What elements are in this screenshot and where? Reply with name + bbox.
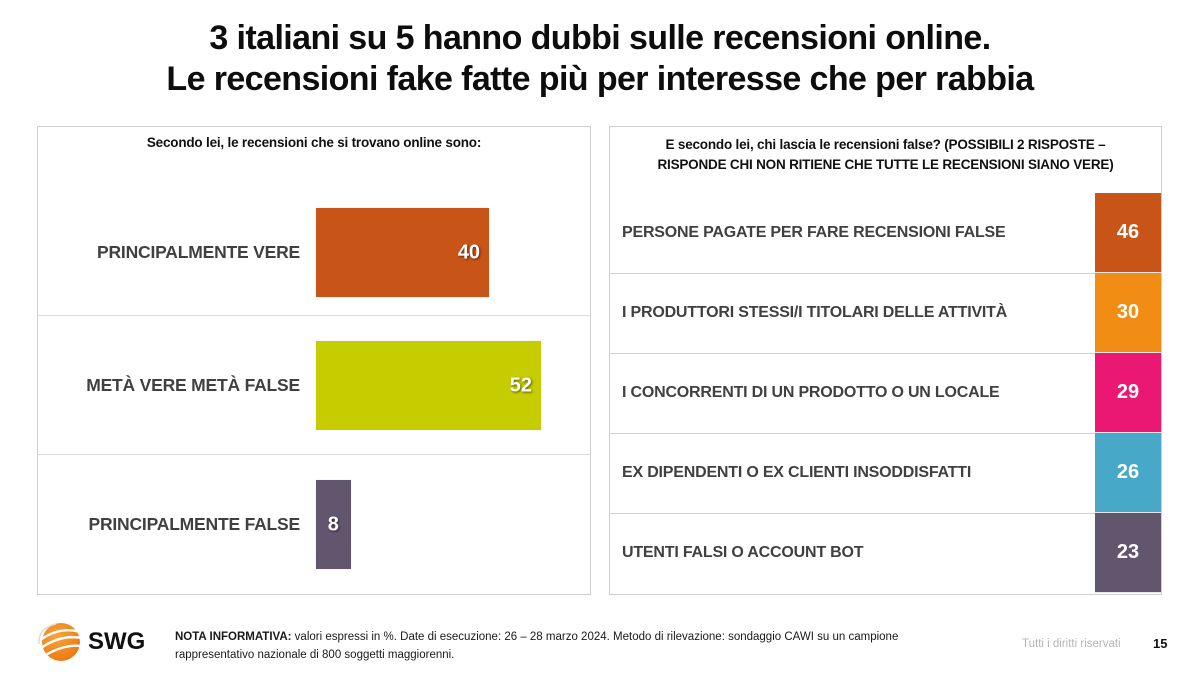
table-row: EX DIPENDENTI O EX CLIENTI INSODDISFATTI… <box>610 433 1161 514</box>
page-number: 15 <box>1153 636 1168 651</box>
table-row: I PRODUTTORI STESSI/I TITOLARI DELLE ATT… <box>610 273 1161 354</box>
value-cell: 30 <box>1095 273 1161 353</box>
value-label: 26 <box>1116 461 1140 483</box>
bar: 52 <box>316 341 541 430</box>
left-chart-panel: Secondo lei, le recensioni che si trovan… <box>37 126 591 595</box>
methodology-note: NOTA INFORMATIVA: valori espressi in %. … <box>175 628 965 664</box>
logo-text: SWG <box>88 628 146 655</box>
row-label: PERSONE PAGATE PER FARE RECENSIONI FALSE <box>622 224 1006 241</box>
value-label: 30 <box>1116 301 1140 323</box>
table-row: I CONCORRENTI DI UN PRODOTTO O UN LOCALE… <box>610 353 1161 434</box>
value-cell: 29 <box>1095 353 1161 433</box>
row-label: EX DIPENDENTI O EX CLIENTI INSODDISFATTI <box>622 464 972 481</box>
row-divider <box>610 433 1096 434</box>
value-cell: 46 <box>1095 193 1161 273</box>
category-label: PRINCIPALMENTE FALSE <box>88 514 300 534</box>
row-divider <box>610 273 1096 274</box>
category-label: PRINCIPALMENTE VERE <box>97 242 300 262</box>
value-label: 23 <box>1116 541 1140 563</box>
note-label: NOTA INFORMATIVA: <box>175 631 292 643</box>
swg-logo: SWG <box>36 618 156 666</box>
category-label: METÀ VERE METÀ FALSE <box>86 375 300 395</box>
slide-title: 3 italiani su 5 hanno dubbi sulle recens… <box>0 18 1200 100</box>
title-line-2: Le recensioni fake fatte più per interes… <box>166 60 1034 98</box>
bar-value-label: 52 <box>509 374 532 396</box>
value-label: 46 <box>1116 221 1140 243</box>
rights-text: Tutti i diritti riservati <box>1022 638 1121 650</box>
bar-value-label: 40 <box>457 241 481 263</box>
row-label: UTENTI FALSI O ACCOUNT BOT <box>622 544 864 561</box>
left-chart-question: Secondo lei, le recensioni che si trovan… <box>146 135 482 150</box>
question-line-2: RISPONDE CHI NON RITIENE CHE TUTTE LE RE… <box>657 157 1114 172</box>
row-divider <box>610 353 1096 354</box>
bar-value-label: 8 <box>327 513 339 535</box>
table-row: PERSONE PAGATE PER FARE RECENSIONI FALSE… <box>610 193 1161 274</box>
row-label: I PRODUTTORI STESSI/I TITOLARI DELLE ATT… <box>622 304 1008 321</box>
value-cell: 26 <box>1095 433 1161 513</box>
bar: 8 <box>316 480 351 569</box>
right-table-panel: E secondo lei, chi lascia le recensioni … <box>609 126 1162 595</box>
title-line-1: 3 italiani su 5 hanno dubbi sulle recens… <box>209 19 991 57</box>
row-divider <box>38 454 590 455</box>
right-table-question: E secondo lei, chi lascia le recensioni … <box>610 135 1161 175</box>
row-label: I CONCORRENTI DI UN PRODOTTO O UN LOCALE <box>622 384 1000 401</box>
value-label: 29 <box>1116 381 1140 403</box>
value-cell: 23 <box>1095 513 1161 593</box>
row-divider <box>38 315 590 316</box>
note-text: valori espressi in %. Date di esecuzione… <box>175 631 899 661</box>
globe-icon <box>38 623 83 661</box>
bar: 40 <box>316 208 490 297</box>
question-line-1: E secondo lei, chi lascia le recensioni … <box>665 137 1106 152</box>
table-row: UTENTI FALSI O ACCOUNT BOT 23 <box>610 513 1161 593</box>
row-divider <box>610 513 1096 514</box>
